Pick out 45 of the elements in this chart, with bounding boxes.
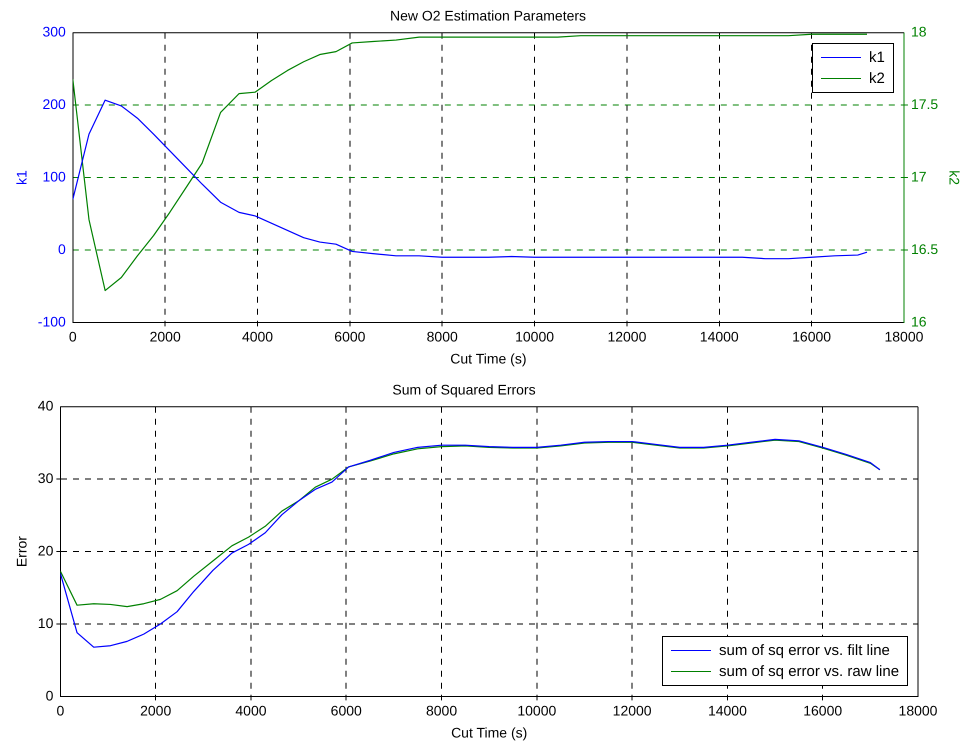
chart-title: Sum of Squared Errors: [392, 381, 536, 398]
x-tick-label: 14000: [708, 702, 748, 719]
x-tick-label: 2000: [140, 702, 172, 719]
x-tick-label: 10000: [515, 328, 554, 345]
y2-tick-label: 16.5: [910, 240, 938, 257]
y2-tick-label: 18: [910, 24, 927, 40]
y-tick-label: 30: [38, 470, 54, 486]
y-axis-title: Error: [13, 536, 30, 568]
x-tick-label: 4000: [235, 702, 267, 719]
x-axis-title: Cut Time (s): [451, 724, 528, 740]
y-tick-label: 20: [38, 542, 54, 558]
y-tick-label: 100: [42, 168, 66, 184]
y-tick-label: 40: [38, 398, 54, 414]
y-tick-label: 200: [42, 96, 66, 112]
legend-label: k2: [868, 70, 885, 87]
legend-label: k1: [868, 48, 885, 66]
chart-title: New O2 Estimation Parameters: [390, 7, 586, 24]
legend-label: sum of sq error vs. filt line: [719, 642, 890, 660]
x-tick-label: 2000: [150, 328, 181, 345]
x-axis-title: Cut Time (s): [450, 350, 527, 366]
legend-label: sum of sq error vs. raw line: [719, 663, 900, 680]
y2-axis-title: k2: [946, 170, 963, 186]
x-tick-label: 16000: [803, 702, 842, 719]
y2-tick-label: 16: [910, 313, 927, 330]
y-tick-label: 0: [58, 240, 66, 257]
x-tick-label: 18000: [884, 328, 924, 345]
y-tick-label: 10: [38, 614, 54, 631]
x-tick-label: 6000: [334, 328, 366, 345]
x-tick-label: 6000: [330, 702, 362, 719]
x-tick-label: 16000: [792, 328, 832, 345]
x-tick-label: 12000: [612, 702, 652, 719]
y2-tick-label: 17: [910, 168, 927, 184]
y-tick-label: -100: [38, 313, 66, 330]
x-tick-label: 12000: [607, 328, 647, 345]
x-tick-label: 14000: [700, 328, 739, 345]
x-tick-label: 4000: [242, 328, 274, 345]
x-tick-label: 8000: [426, 702, 458, 719]
y-tick-label: 300: [42, 24, 66, 40]
x-tick-label: 10000: [517, 702, 557, 719]
y2-tick-label: 17.5: [910, 96, 938, 112]
y-tick-label: 0: [46, 687, 54, 704]
x-tick-label: 8000: [426, 328, 458, 345]
x-tick-label: 0: [68, 328, 77, 345]
x-tick-label: 18000: [898, 702, 938, 719]
y-axis-title: k1: [13, 170, 30, 185]
